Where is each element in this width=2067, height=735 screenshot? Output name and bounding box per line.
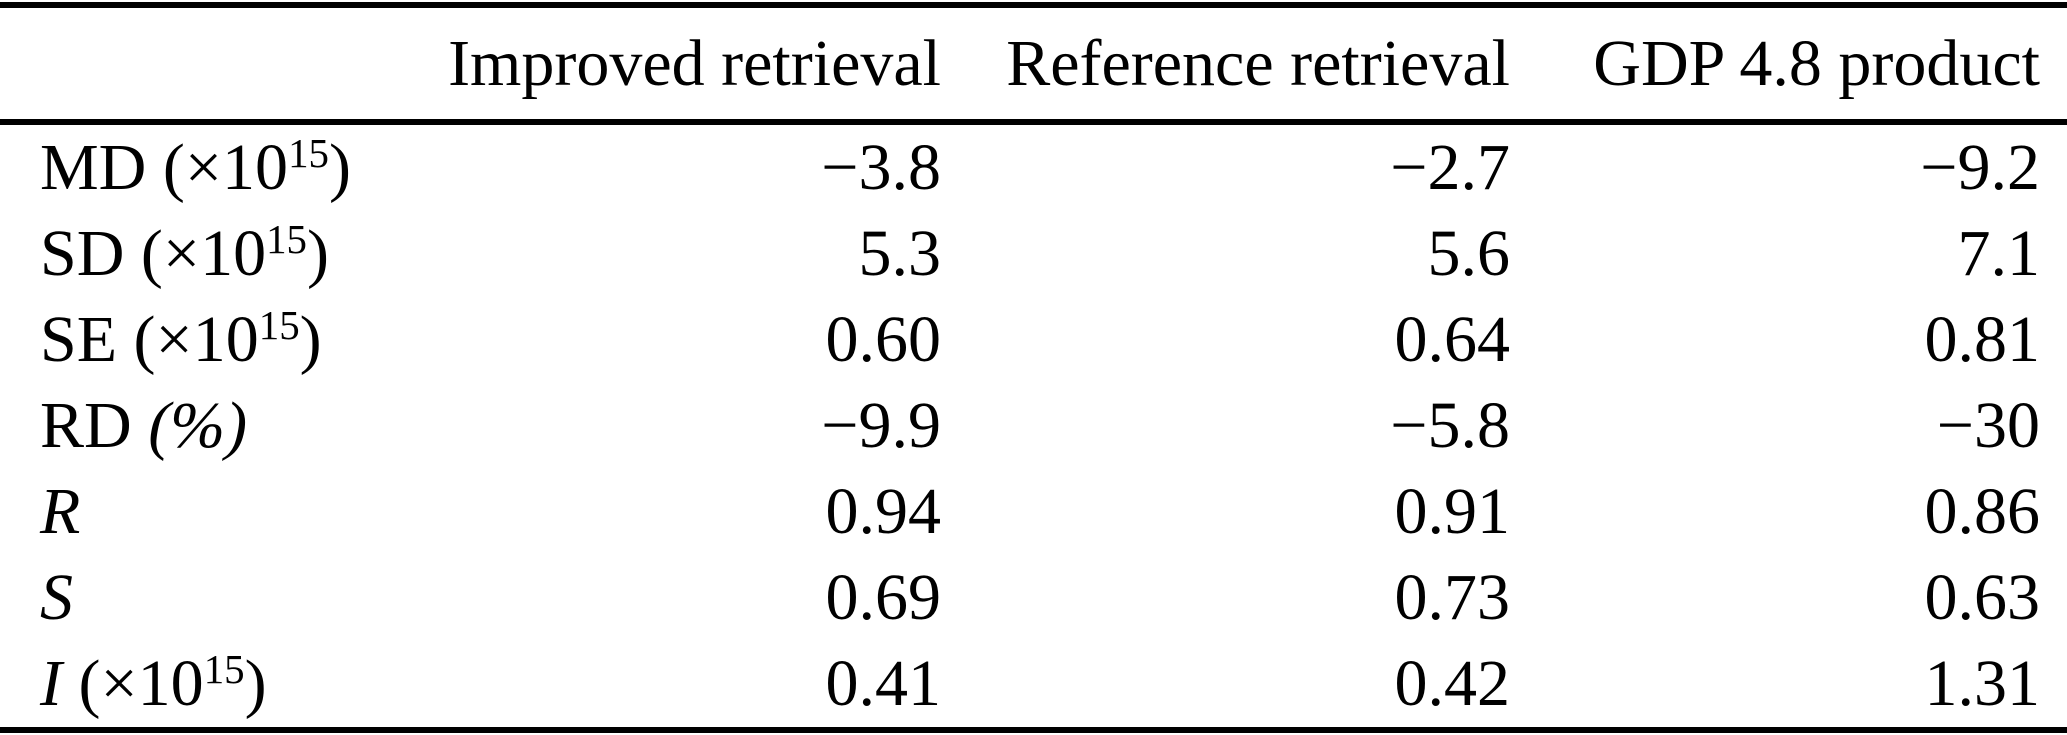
cell-value: 1.31 <box>1924 647 2041 720</box>
metric-unit: (×10 <box>61 647 204 720</box>
cell-value: 0.94 <box>825 475 942 548</box>
metric-unit-close: ) <box>328 131 351 204</box>
metric-unit: (×10 <box>146 131 289 204</box>
header-row: Improved retrieval Reference retrieval G… <box>0 8 2067 119</box>
row-label: SD (×1015) <box>0 216 430 292</box>
cell-value: 0.64 <box>1394 303 1511 376</box>
table-row-md: MD (×1015) −3.8 −2.7 −9.2 <box>0 125 2067 211</box>
metric-exponent: 15 <box>203 646 245 692</box>
table-row-se: SE (×1015) 0.60 0.64 0.81 <box>0 297 2067 383</box>
cell-value: −9.9 <box>821 389 941 462</box>
row-label: S <box>0 560 430 636</box>
metric-unit: (×10 <box>117 303 259 376</box>
metric-name: SD <box>40 217 125 290</box>
row-label: I (×1015) <box>0 646 430 722</box>
metric-name: R <box>40 475 81 548</box>
header-rule <box>0 119 2067 125</box>
row-label: R <box>0 474 430 550</box>
cell-value: −3.8 <box>821 131 941 204</box>
table-row-i: I (×1015) 0.41 0.42 1.31 <box>0 641 2067 727</box>
row-label: MD (×1015) <box>0 130 430 206</box>
top-rule <box>0 2 2067 8</box>
cell-value: −2.7 <box>1390 131 1510 204</box>
cell-value: 0.41 <box>825 647 942 720</box>
metric-unit-close: ) <box>244 647 267 720</box>
column-header-improved-retrieval: Improved retrieval <box>448 26 941 100</box>
bottom-rule <box>0 727 2067 733</box>
table-row-r: R 0.94 0.91 0.86 <box>0 469 2067 555</box>
metric-unit: (% <box>131 389 226 462</box>
metric-name: SE <box>40 303 118 376</box>
cell-value: 5.3 <box>858 217 942 290</box>
cell-value: −5.8 <box>1390 389 1510 462</box>
metric-name: RD <box>40 389 132 462</box>
cell-value: 0.91 <box>1394 475 1511 548</box>
column-header-reference-retrieval: Reference retrieval <box>1006 26 1510 100</box>
metric-unit: (×10 <box>124 217 267 290</box>
table-body: MD (×1015) −3.8 −2.7 −9.2 SD (×1015) 5.3… <box>0 125 2067 727</box>
metric-unit-close: ) <box>306 217 329 290</box>
metric-unit-close: ) <box>225 389 248 462</box>
row-label: RD (%) <box>0 388 430 464</box>
metric-exponent: 15 <box>266 216 307 262</box>
metric-unit-close: ) <box>299 303 322 376</box>
cell-value: 0.60 <box>825 303 942 376</box>
cell-value: 0.63 <box>1924 561 2041 634</box>
cell-value: −30 <box>1936 389 2040 462</box>
cell-value: 0.81 <box>1924 303 2041 376</box>
cell-value: 0.69 <box>825 561 942 634</box>
cell-value: −9.2 <box>1920 131 2040 204</box>
cell-value: 0.86 <box>1924 475 2041 548</box>
metric-name: MD <box>40 131 147 204</box>
table-row-sd: SD (×1015) 5.3 5.6 7.1 <box>0 211 2067 297</box>
cell-value: 5.6 <box>1427 217 1511 290</box>
metric-exponent: 15 <box>258 302 300 348</box>
metric-exponent: 15 <box>288 130 329 176</box>
column-header-gdp-product: GDP 4.8 product <box>1593 26 2040 100</box>
row-label: SE (×1015) <box>0 302 430 378</box>
metric-name: I <box>40 647 62 720</box>
cell-value: 7.1 <box>1957 217 2041 290</box>
cell-value: 0.73 <box>1394 561 1511 634</box>
cell-value: 0.42 <box>1394 647 1511 720</box>
table-row-s: S 0.69 0.73 0.63 <box>0 555 2067 641</box>
table-row-rd: RD (%) −9.9 −5.8 −30 <box>0 383 2067 469</box>
metric-name: S <box>40 561 73 634</box>
